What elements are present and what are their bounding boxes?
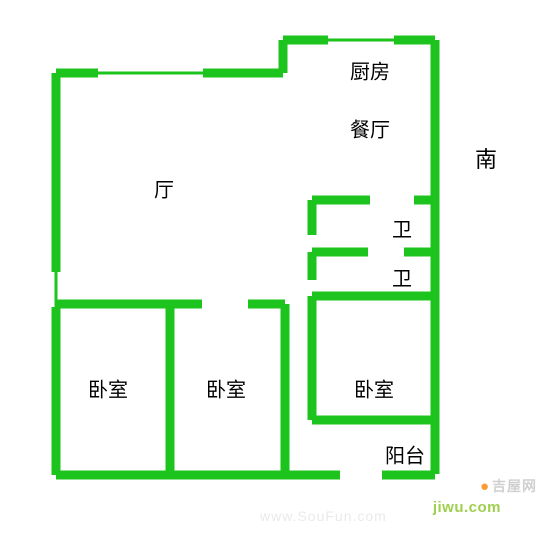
room-label-bed2: 卧室 bbox=[206, 374, 246, 403]
room-label-balcony: 阳台 bbox=[385, 440, 425, 469]
soufun-main: SouFun bbox=[297, 508, 352, 524]
room-label-bed3: 卧室 bbox=[354, 374, 394, 403]
soufun-suffix: .com bbox=[353, 508, 387, 524]
jiwu-domain: jiwu.com bbox=[433, 499, 501, 516]
room-label-living: 厅 bbox=[154, 174, 174, 203]
room-label-south: 南 bbox=[475, 142, 497, 174]
soufun-watermark: www.SouFun.com bbox=[260, 508, 387, 524]
room-label-kitchen: 厨房 bbox=[350, 56, 390, 85]
room-label-bath1: 卫 bbox=[392, 214, 412, 243]
room-label-dining: 餐厅 bbox=[350, 114, 390, 143]
room-label-bath2: 卫 bbox=[392, 263, 412, 292]
soufun-prefix: www. bbox=[260, 508, 297, 524]
jiwu-domain-a: jiwu bbox=[433, 499, 464, 516]
jiwu-cn-text: 吉屋网 bbox=[492, 478, 537, 494]
jiwu-domain-b: .com bbox=[464, 499, 501, 516]
floorplan-svg bbox=[0, 0, 551, 538]
jiwu-dot-icon: ● bbox=[480, 478, 490, 495]
room-label-bed1: 卧室 bbox=[88, 374, 128, 403]
jiwu-logo: ●吉屋网 bbox=[480, 476, 537, 496]
floorplan-stage: 厨房餐厅厅卫卫卧室卧室卧室阳台南 ●吉屋网 jiwu.com www.SouFu… bbox=[0, 0, 551, 538]
